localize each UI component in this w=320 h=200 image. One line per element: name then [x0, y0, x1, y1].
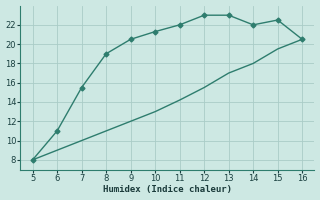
X-axis label: Humidex (Indice chaleur): Humidex (Indice chaleur) — [103, 185, 232, 194]
